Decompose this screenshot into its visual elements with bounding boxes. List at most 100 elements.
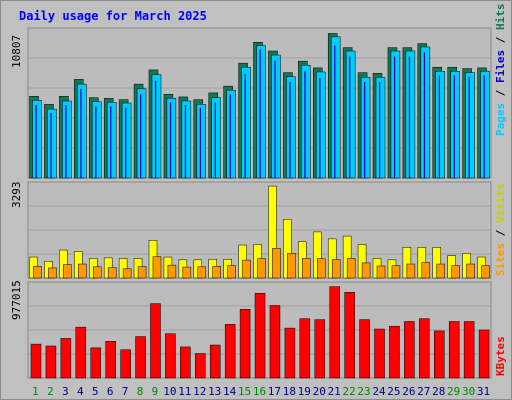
kbytes-bar-day-7 bbox=[120, 349, 131, 379]
pages-bar-day-10 bbox=[169, 102, 172, 178]
kbytes-bar-day-18 bbox=[284, 327, 296, 379]
day-label-30: 30 bbox=[462, 385, 475, 398]
pages-bar-day-31 bbox=[483, 75, 485, 178]
day-label-27: 27 bbox=[417, 385, 430, 398]
day-label-22: 22 bbox=[342, 385, 355, 398]
day-label-28: 28 bbox=[432, 385, 445, 398]
day-label-26: 26 bbox=[402, 385, 415, 398]
files-bar-day-31 bbox=[480, 71, 490, 179]
pages-bar-day-21 bbox=[334, 45, 336, 178]
kbytes-bar-day-4 bbox=[75, 326, 87, 379]
files-bar-day-28 bbox=[435, 71, 446, 179]
kbytes-bar-day-24 bbox=[374, 328, 385, 379]
kbytes-bar-day-1 bbox=[30, 343, 42, 379]
kbytes-bar-day-11 bbox=[180, 346, 191, 379]
day-label-3: 3 bbox=[62, 385, 69, 398]
files-bar-day-15 bbox=[241, 66, 251, 179]
sites-bar-day-16 bbox=[257, 258, 266, 279]
kbytes-bar-day-3 bbox=[60, 338, 72, 379]
day-label-17: 17 bbox=[268, 385, 281, 398]
files-bar-day-17 bbox=[271, 54, 281, 179]
pages-bar-day-3 bbox=[65, 105, 67, 178]
pages-bar-day-26 bbox=[408, 56, 411, 178]
kbytes-bar-day-22 bbox=[344, 292, 355, 379]
day-label-7: 7 bbox=[122, 385, 129, 398]
pages-bar-day-19 bbox=[304, 71, 306, 178]
sites-bar-day-1 bbox=[33, 266, 42, 279]
sites-bar-day-27 bbox=[421, 262, 431, 279]
day-label-19: 19 bbox=[298, 385, 311, 398]
sites-bar-day-17 bbox=[272, 248, 281, 279]
day-label-20: 20 bbox=[313, 385, 326, 398]
files-bar-day-12 bbox=[196, 104, 207, 179]
pages-bar-day-25 bbox=[393, 56, 396, 178]
day-label-9: 9 bbox=[152, 385, 159, 398]
sites-bar-day-22 bbox=[346, 258, 356, 279]
files-bar-day-23 bbox=[360, 77, 371, 179]
sites-bar-day-31 bbox=[481, 265, 490, 279]
kbytes-bar-day-15 bbox=[239, 309, 251, 379]
kbytes-bar-day-19 bbox=[299, 318, 311, 379]
files-bar-day-3 bbox=[62, 100, 72, 179]
files-bar-day-24 bbox=[375, 77, 386, 179]
sites-bar-day-13 bbox=[212, 266, 221, 279]
kbytes-bar-day-14 bbox=[224, 324, 236, 379]
pages-bar-day-9 bbox=[154, 80, 157, 178]
day-label-25: 25 bbox=[387, 385, 400, 398]
kbytes-bar-day-28 bbox=[434, 330, 445, 379]
pages-bar-day-6 bbox=[110, 106, 112, 178]
pages-bar-day-23 bbox=[364, 82, 366, 178]
kbytes-bar-day-21 bbox=[329, 286, 340, 379]
files-bar-day-14 bbox=[226, 89, 236, 179]
panel-3-side-label: KBytes bbox=[494, 336, 507, 376]
day-label-31: 31 bbox=[477, 385, 490, 398]
day-label-6: 6 bbox=[107, 385, 114, 398]
kbytes-bar-day-16 bbox=[254, 293, 266, 379]
day-label-5: 5 bbox=[92, 385, 99, 398]
files-bar-day-11 bbox=[181, 100, 192, 179]
day-label-16: 16 bbox=[253, 385, 266, 398]
sites-bar-day-9 bbox=[152, 256, 162, 279]
pages-bar-day-11 bbox=[184, 105, 187, 178]
kbytes-bar-day-6 bbox=[105, 341, 116, 379]
pages-bar-day-16 bbox=[259, 49, 261, 179]
pages-bar-day-13 bbox=[214, 102, 216, 178]
kbytes-bar-day-20 bbox=[314, 319, 326, 379]
sites-bar-day-18 bbox=[287, 253, 296, 279]
panel-1-side-label: Pages / Files / Hits bbox=[494, 4, 507, 137]
kbytes-bar-day-2 bbox=[45, 345, 57, 379]
sites-bar-day-20 bbox=[317, 258, 326, 279]
day-label-23: 23 bbox=[357, 385, 370, 398]
pages-bar-day-18 bbox=[289, 82, 291, 178]
kbytes-bar-day-25 bbox=[389, 325, 400, 379]
day-label-4: 4 bbox=[77, 385, 84, 398]
day-label-15: 15 bbox=[238, 385, 251, 398]
kbytes-bar-day-5 bbox=[90, 347, 101, 379]
day-label-1: 1 bbox=[32, 385, 39, 398]
day-label-10: 10 bbox=[163, 385, 176, 398]
sites-bar-day-19 bbox=[302, 258, 311, 279]
sites-bar-day-7 bbox=[122, 268, 132, 279]
sites-bar-day-24 bbox=[376, 265, 386, 279]
files-bar-day-8 bbox=[136, 88, 147, 179]
pages-bar-day-15 bbox=[244, 73, 246, 178]
files-bar-day-2 bbox=[47, 108, 57, 179]
pages-bar-day-30 bbox=[468, 76, 470, 178]
kbytes-bar-day-12 bbox=[195, 353, 206, 379]
sites-bar-day-14 bbox=[227, 265, 236, 279]
pages-bar-day-12 bbox=[199, 107, 201, 178]
files-bar-day-21 bbox=[330, 36, 341, 179]
files-bar-day-7 bbox=[121, 102, 132, 179]
files-bar-day-22 bbox=[345, 50, 356, 179]
day-label-11: 11 bbox=[178, 385, 191, 398]
day-label-24: 24 bbox=[372, 385, 386, 398]
day-label-21: 21 bbox=[328, 385, 341, 398]
sites-bar-day-5 bbox=[92, 266, 102, 279]
panel-2-side-label: Sites / Visits bbox=[494, 183, 507, 276]
sites-bar-day-4 bbox=[78, 263, 87, 279]
kbytes-bar-day-10 bbox=[165, 333, 176, 379]
kbytes-bar-day-29 bbox=[448, 321, 460, 379]
panel-1-max-label: 10807 bbox=[10, 35, 23, 68]
pages-bar-day-1 bbox=[35, 105, 37, 178]
